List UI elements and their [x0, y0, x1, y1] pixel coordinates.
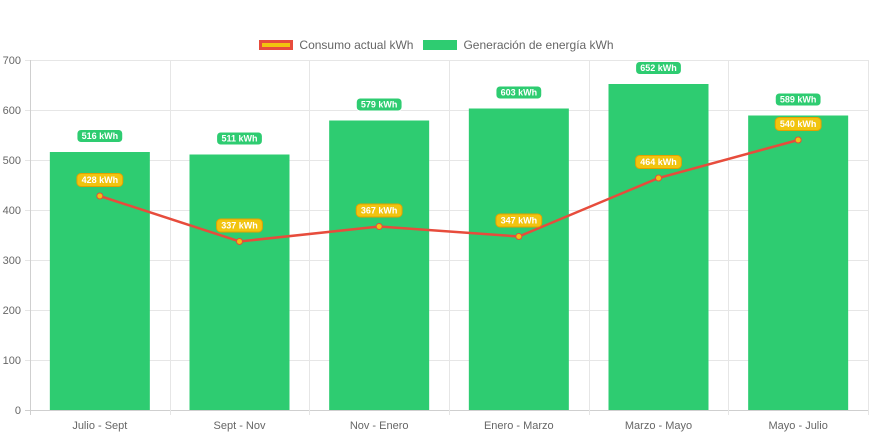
x-tick-label: Sept - Nov	[214, 420, 266, 432]
data-label-generacion-bg	[216, 131, 263, 146]
bar-generacion	[329, 120, 430, 410]
point-consumo	[515, 233, 523, 240]
data-label-generacion-text: 589 kWh	[780, 95, 817, 105]
bar-generacion	[49, 152, 150, 410]
legend-label-consumo: Consumo actual kWh	[299, 38, 414, 52]
data-label-generacion: 511 kWh	[216, 131, 263, 146]
bar-generacion	[748, 115, 849, 410]
data-label-generacion-bg	[774, 92, 822, 107]
data-label-consumo: 428 kWh	[76, 173, 124, 187]
y-tick-label: 700	[3, 55, 21, 67]
x-tick-label: Mayo - Julio	[769, 420, 828, 432]
data-label-consumo: 347 kWh	[495, 213, 543, 228]
legend-swatch-consumo	[259, 40, 294, 50]
point-consumo	[96, 192, 104, 200]
legend-swatch-generacion	[423, 40, 458, 50]
data-label-consumo-bg	[216, 218, 263, 233]
data-label-generacion-text: 603 kWh	[501, 88, 538, 98]
data-label-consumo-text: 428 kWh	[82, 175, 119, 185]
y-tick-label: 500	[3, 155, 21, 167]
data-label-generacion: 652 kWh	[635, 61, 682, 75]
point-consumo	[236, 238, 243, 245]
series-line-consumo	[99, 138, 799, 243]
legend-item-generacion[interactable]: Generación de energía kWh	[423, 38, 614, 52]
data-label-consumo-text: 347 kWh	[501, 216, 538, 226]
data-label-generacion-text: 516 kWh	[82, 131, 119, 141]
x-tick-label: Nov - Enero	[350, 420, 409, 432]
y-tick-label: 600	[3, 105, 21, 117]
data-label-generacion-text: 511 kWh	[221, 134, 257, 144]
data-label-consumo: 367 kWh	[355, 203, 403, 218]
data-label-consumo-bg	[635, 155, 682, 169]
data-label-generacion-bg	[355, 97, 403, 112]
x-tick-label: Enero - Marzo	[484, 420, 554, 432]
data-label-consumo-bg	[495, 213, 543, 228]
point-consumo	[655, 174, 662, 182]
legend-label-generacion: Generación de energía kWh	[463, 38, 614, 52]
data-label-generacion: 579 kWh	[355, 97, 403, 112]
legend-item-consumo[interactable]: Consumo actual kWh	[259, 38, 413, 52]
data-label-consumo-bg	[355, 203, 403, 218]
y-tick-label: 0	[15, 405, 21, 417]
data-label-generacion-bg	[76, 129, 124, 143]
y-tick-label: 100	[3, 355, 21, 367]
data-label-consumo: 337 kWh	[216, 218, 263, 233]
data-label-consumo-bg	[76, 173, 124, 187]
data-label-generacion: 603 kWh	[495, 85, 543, 100]
bar-generacion	[608, 84, 709, 410]
bar-generacion	[189, 154, 290, 410]
data-label-generacion-text: 579 kWh	[361, 100, 398, 110]
data-label-generacion: 516 kWh	[76, 129, 124, 143]
data-label-consumo-text: 337 kWh	[221, 221, 258, 231]
data-label-consumo: 540 kWh	[774, 117, 822, 131]
data-label-consumo: 464 kWh	[635, 155, 682, 169]
data-label-generacion: 589 kWh	[774, 92, 822, 107]
data-label-consumo-text: 367 kWh	[361, 206, 398, 216]
data-label-consumo-text: 540 kWh	[780, 119, 817, 129]
point-consumo	[375, 223, 383, 230]
y-tick-label: 300	[3, 255, 21, 267]
data-label-consumo-bg	[774, 117, 822, 131]
y-tick-label: 400	[3, 205, 21, 217]
bar-generacion	[468, 108, 569, 410]
data-label-generacion-text: 652 kWh	[640, 63, 677, 73]
data-label-generacion-bg	[635, 61, 682, 75]
x-tick-label: Marzo - Mayo	[625, 420, 692, 432]
data-label-consumo-text: 464 kWh	[640, 157, 677, 167]
y-tick-label: 200	[3, 305, 21, 317]
chart-legend: Consumo actual kWh Generación de energía…	[0, 36, 873, 54]
data-label-generacion-bg	[495, 85, 543, 100]
x-tick-label: Julio - Sept	[72, 420, 127, 432]
point-consumo	[794, 136, 802, 144]
